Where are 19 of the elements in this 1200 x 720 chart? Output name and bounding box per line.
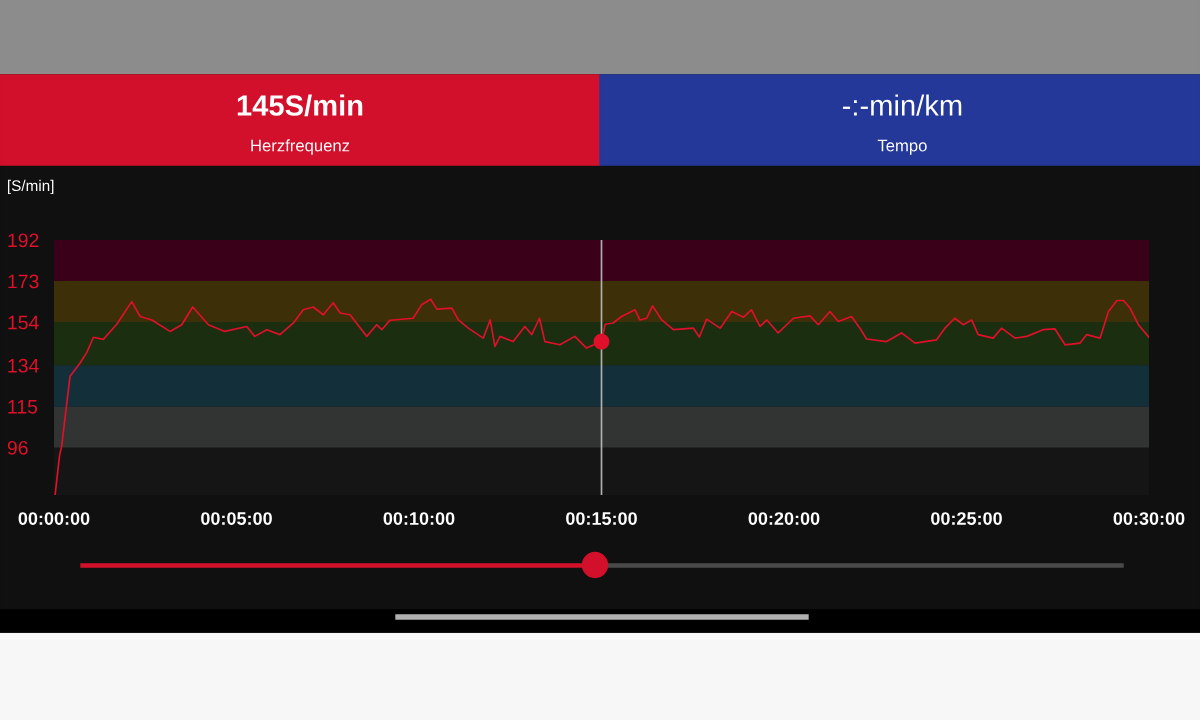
x-tick-label: 00:30:00 [1113,512,1185,525]
text: Tempo [877,139,927,155]
x-tick-label: 00:25:00 [931,512,1002,525]
y-tick-label: 154 [8,315,39,330]
x-tick-label: 00:15:00 [566,512,637,525]
text: -:-min/km [842,94,962,116]
x-tick-label: 00:05:00 [201,512,272,525]
y-tick-label: 192 [8,233,39,248]
line-series [54,298,1149,495]
x-tick-label: 00:20:00 [748,512,820,525]
x-tick-label: 00:00:00 [18,512,90,525]
text: Herzfrequenz [251,139,350,155]
y-tick-label: 115 [8,400,38,414]
y-tick-label: 134 [8,358,39,373]
y-axis-title: [S/min] [8,179,54,195]
y-tick-label: 173 [8,274,39,289]
x-tick-label: 00:10:00 [383,512,455,525]
y-tick-label: 96 [7,440,28,455]
text: 145S/min [237,94,363,117]
